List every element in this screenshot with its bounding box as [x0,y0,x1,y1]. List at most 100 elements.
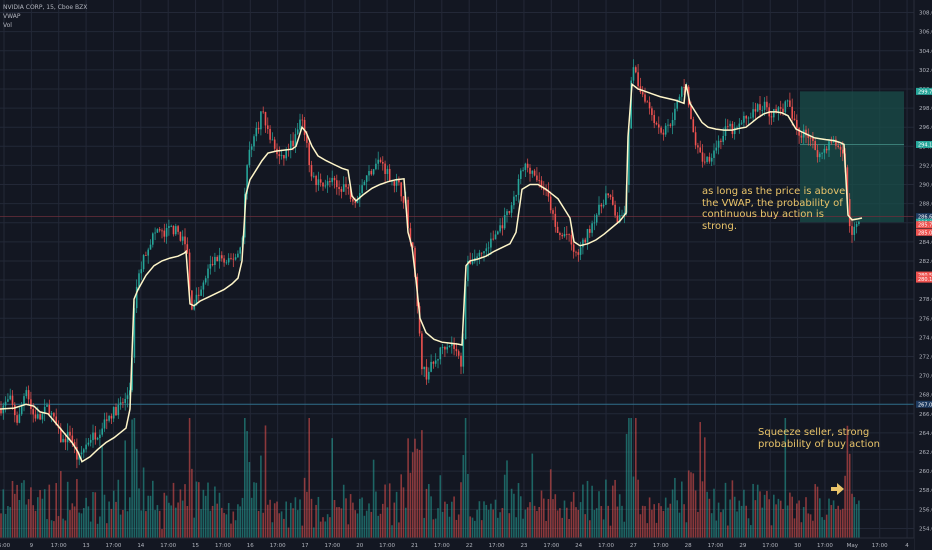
candle-body [407,199,409,229]
candle-body [522,169,524,171]
arrow-icon [831,483,844,495]
price-tick-label: 258.00 [919,488,932,494]
volume-bar [485,504,488,538]
candle-body [322,182,324,187]
volume-bar [446,503,448,538]
volume-bar [763,494,766,538]
time-axis-background [0,538,914,550]
candle-body [290,140,292,151]
candle-body [446,346,448,350]
volume-bar [756,484,759,538]
volume-bar [614,479,616,538]
volume-bar [529,502,531,538]
candle-body [135,286,138,309]
candle-body [329,181,331,183]
volume-bar [119,514,122,538]
candle-body [138,273,140,287]
price-axis[interactable]: 254.00 256.00 258.00 260.00 262.00 264.00 266.… [913,0,932,550]
volume-bar [338,507,340,538]
volume-bar [759,491,761,538]
candle-body [110,415,113,419]
candle-body [497,231,499,235]
candle-body [805,129,807,136]
volume-bar [41,498,44,538]
candle-body [513,196,515,206]
candle-body [773,109,775,118]
candle-body [179,231,182,241]
volume-bar [177,502,179,538]
volume-bar [290,502,292,538]
volume-bar [789,492,791,538]
volume-bar [386,507,389,538]
candle-body [356,199,359,203]
volume-bar [43,489,46,538]
candle-body [126,395,129,399]
price-label-badge [916,87,932,95]
volume-bar [727,525,729,538]
candle-body [563,233,566,237]
volume-bar [469,516,471,538]
volume-bar [329,517,331,538]
volume-bar [745,505,747,538]
candle-body [460,355,462,367]
volume-bar [526,507,529,538]
volume-bar [267,504,269,538]
candle-body [559,232,561,236]
candle-body [690,105,692,120]
volume-bar [667,507,669,538]
volume-bar [356,513,359,538]
indicator-volume-label[interactable]: Vol [3,22,12,29]
volume-bar [407,438,409,538]
volume-bar [641,505,644,538]
volume-bar [635,418,637,538]
time-tick-label: 17:00 [653,543,669,549]
volume-bar [191,468,193,538]
candle-body [393,180,396,186]
candle-body [568,234,570,236]
volume-bar [736,511,738,538]
candle-body [388,168,391,182]
candle-body [835,139,837,146]
time-tick-label: 16 [247,543,254,549]
volume-bar [595,508,598,538]
candle-body [421,333,423,370]
candle-body [455,348,458,352]
candle-body [41,413,44,420]
volume-bar [20,482,23,538]
volume-bar [204,495,207,538]
volume-bar [761,507,764,538]
candle-body [839,147,842,150]
candle-body [269,128,271,140]
volume-bar [791,496,793,538]
candle-body [313,175,315,177]
volume-bar [722,509,724,538]
volume-bar [685,522,688,538]
candle-body [315,175,317,186]
volume-bar [851,493,853,538]
candle-body [221,255,223,259]
volume-bar [292,508,294,538]
candle-body [46,404,48,407]
volume-bar [179,489,182,538]
volume-bar [460,482,462,538]
candle-body [280,155,283,157]
volume-bar [124,440,126,538]
volume-bar [800,522,803,538]
volume-bar [253,482,255,538]
volume-bar [257,510,260,538]
candle-body [181,236,184,241]
volume-bar [138,488,140,538]
volume-bar [655,522,658,538]
volume-bar [538,507,540,538]
squeeze-annotation: Squeeze seller, strong probability of bu… [758,427,880,450]
candle-body [260,111,262,130]
candle-body [471,261,474,264]
indicator-vwap-label[interactable]: VWAP [3,13,21,20]
price-label-badge [916,275,932,283]
volume-bar [87,506,90,538]
time-axis[interactable]: 6:00 9 17:00 13 17:00 14 17:00 15 17:00 16 17:00 17… [0,537,914,550]
volume-bar [423,517,425,538]
time-tick-label: 17:00 [708,543,724,549]
volume-bar [835,509,837,538]
